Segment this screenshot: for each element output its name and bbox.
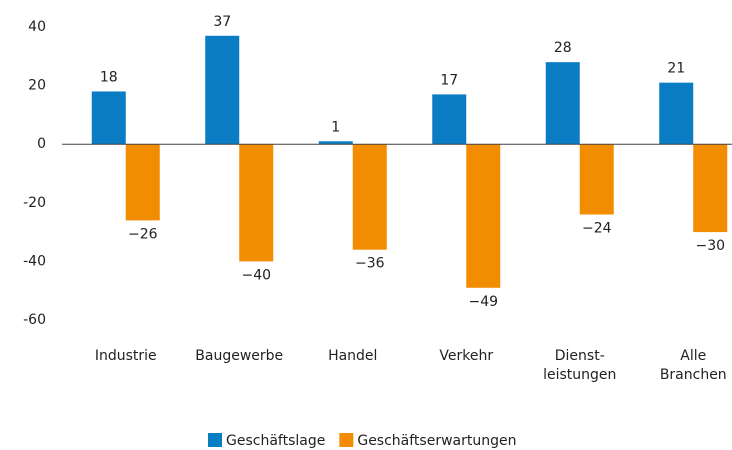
bar: [659, 82, 694, 145]
x-tick-label: Verkehr: [439, 348, 494, 364]
y-tick-label: 20: [28, 78, 46, 94]
bar: [693, 144, 728, 233]
data-label: 21: [667, 61, 685, 77]
data-label: −36: [355, 256, 385, 272]
data-label: 37: [213, 14, 231, 30]
legend-label: Geschäftserwartungen: [357, 433, 516, 449]
y-tick-label: -20: [23, 195, 46, 211]
bar: [125, 144, 160, 221]
y-tick-label: -60: [23, 312, 46, 328]
y-tick-label: 0: [37, 136, 46, 152]
data-label: 1: [331, 119, 340, 135]
data-label: −24: [582, 221, 612, 237]
data-label: −26: [128, 226, 158, 242]
bar: [239, 144, 274, 262]
bar: [466, 144, 501, 288]
x-tick-label: Industrie: [94, 348, 157, 364]
y-tick-label: -40: [23, 253, 46, 269]
data-label: 17: [440, 72, 458, 88]
bar: [91, 91, 126, 145]
legend-swatch: [339, 433, 354, 447]
legend-label: Geschäftslage: [226, 433, 325, 449]
y-tick-label: 40: [28, 19, 46, 35]
bar: [579, 144, 614, 215]
data-label: −30: [695, 238, 725, 254]
legend-swatch: [208, 433, 222, 447]
data-label: −40: [241, 267, 271, 283]
data-label: −49: [468, 294, 498, 310]
data-label: 18: [100, 69, 118, 85]
bar: [318, 141, 353, 145]
x-tick-label: Handel: [328, 348, 378, 364]
bar: [432, 94, 467, 145]
x-tick-label: Alle Branchen: [659, 348, 727, 383]
x-tick-label: Dienst- leistungen: [543, 348, 617, 383]
x-tick-label: Baugewerbe: [195, 348, 284, 364]
bar: [545, 62, 580, 145]
bar: [352, 144, 387, 250]
bar: [205, 35, 240, 145]
data-label: 28: [554, 40, 572, 56]
